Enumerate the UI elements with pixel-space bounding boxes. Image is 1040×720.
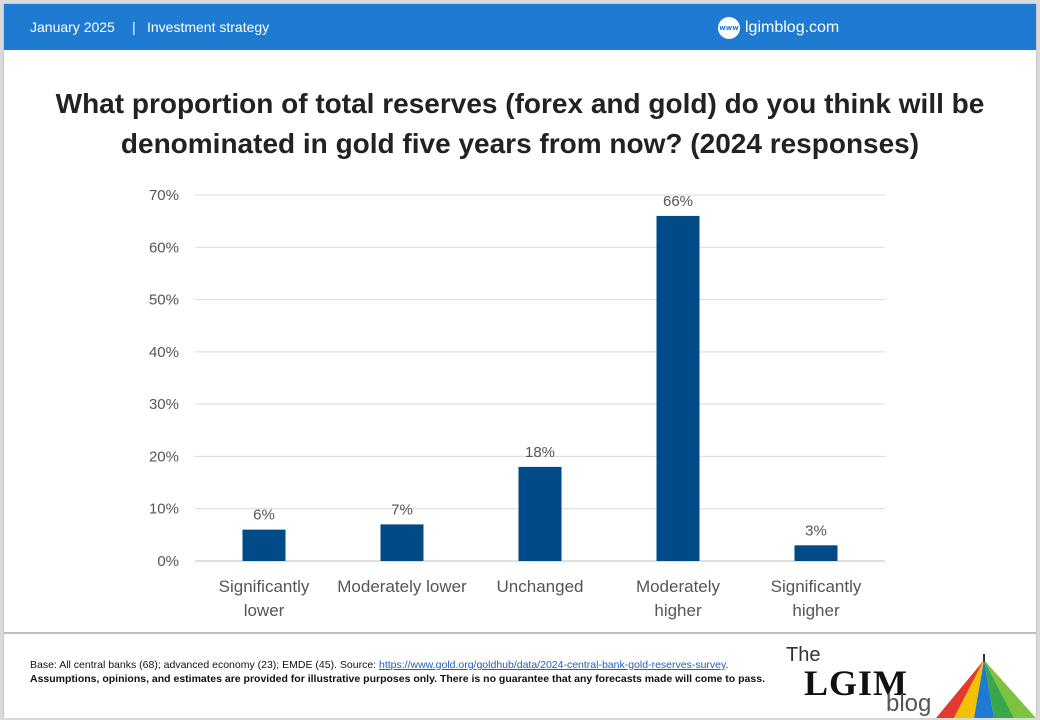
lgim-blog-logo: The LGIM blog: [782, 640, 1036, 718]
chart-title: What proportion of total reserves (forex…: [55, 88, 985, 159]
footer: Base: All central banks (68); advanced e…: [4, 632, 1036, 718]
bar: [242, 529, 286, 561]
source-note: Base: All central banks (68); advanced e…: [30, 658, 780, 686]
header-bar: January 2025 | Investment strategy www l…: [4, 4, 1036, 50]
y-tick-label: 30%: [149, 396, 179, 413]
umbrella-icon: [936, 654, 1036, 718]
source-link[interactable]: https://www.gold.org/goldhub/data/2024-c…: [379, 659, 726, 671]
y-tick-label: 0%: [157, 553, 179, 570]
disclaimer: Assumptions, opinions, and estimates are…: [30, 673, 765, 685]
x-tick-label: Significantly: [771, 577, 862, 596]
data-label: 66%: [663, 193, 693, 210]
data-label: 3%: [805, 522, 827, 539]
bar-chart: 0% 10% 20% 30% 40% 50% 60% 70% 6% Significantly lo…: [149, 187, 885, 620]
header-separator: |: [132, 19, 136, 35]
data-label: 18%: [525, 444, 555, 461]
bar: [656, 215, 700, 561]
x-tick-label: lower: [244, 601, 285, 620]
site-link[interactable]: www lgimblog.com: [718, 17, 839, 39]
bar: [518, 466, 562, 561]
x-tick-label: higher: [792, 601, 840, 620]
y-tick-label: 20%: [149, 448, 179, 465]
site-name: lgimblog.com: [745, 19, 840, 36]
globe-icon: www: [718, 17, 740, 39]
bar: [794, 545, 838, 561]
logo-the: The: [786, 644, 821, 666]
logo-lgim: LGIM: [804, 663, 909, 703]
x-tick-label: Moderately: [636, 577, 721, 596]
x-tick-label: Significantly: [219, 577, 310, 596]
x-tick-label: higher: [654, 601, 702, 620]
slide-frame: [3, 3, 1037, 717]
y-tick-label: 40%: [149, 344, 179, 361]
header-date: January 2025: [30, 19, 115, 35]
data-label: 7%: [391, 501, 413, 518]
x-tick-label: Unchanged: [497, 577, 584, 596]
x-tick-label: Moderately lower: [337, 577, 467, 596]
y-tick-label: 60%: [149, 239, 179, 256]
note-prefix: Base: All central banks (68); advanced e…: [30, 659, 379, 671]
y-tick-label: 50%: [149, 292, 179, 309]
y-tick-label: 10%: [149, 501, 179, 518]
bar: [380, 524, 424, 561]
data-label: 6%: [253, 507, 275, 524]
logo-blog: blog: [886, 690, 932, 717]
y-tick-label: 70%: [149, 187, 179, 204]
note-suffix: .: [725, 659, 729, 671]
header-category: Investment strategy: [147, 19, 270, 35]
